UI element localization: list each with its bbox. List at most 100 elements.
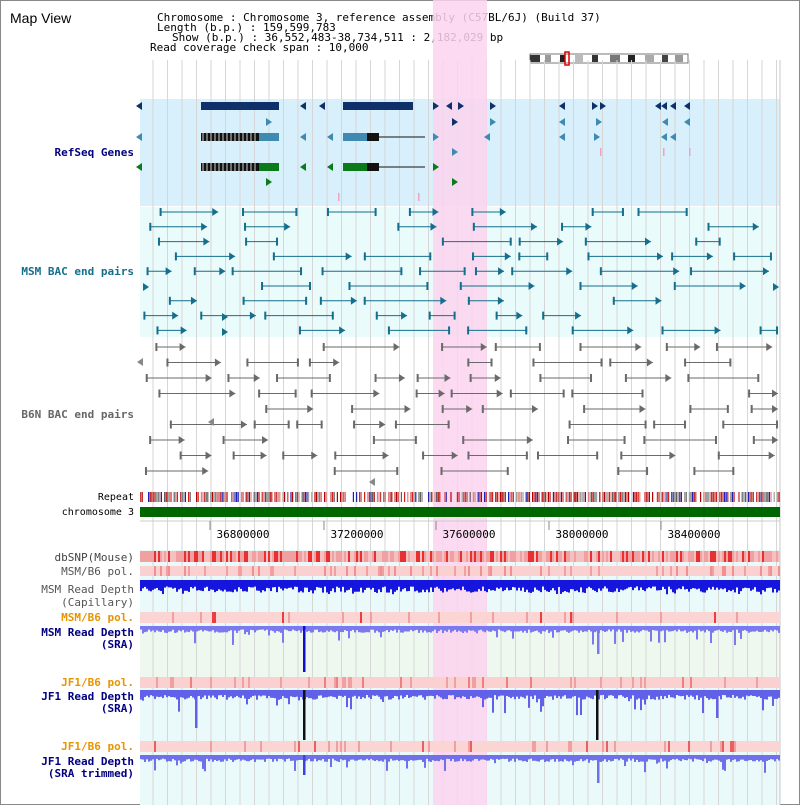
msm-pol-cell (264, 566, 266, 576)
jf1-trimmed-depth (250, 755, 252, 761)
selection-highlight[interactable] (433, 0, 487, 805)
bac-end (474, 267, 477, 276)
repeat-element (607, 492, 609, 502)
bac-end-arrow (665, 374, 672, 382)
msm-pol-cell (520, 566, 522, 576)
bac-end-arrow (284, 222, 291, 231)
msm-sra-depth (248, 626, 250, 635)
jf1-pol-cell (610, 741, 612, 752)
jf1-pol-cell (448, 677, 450, 688)
repeat-element (397, 492, 399, 502)
msm-sra-depth (560, 626, 562, 631)
msm-capillary-depth (190, 580, 192, 588)
msm-capillary-depth (378, 580, 380, 590)
jf1-trimmed-depth (464, 755, 466, 760)
msm-capillary-depth (592, 580, 594, 590)
msm-pol-cell (704, 612, 706, 623)
jf1-trimmed-depth (216, 755, 218, 762)
msm-sra-depth (426, 626, 428, 633)
jf1-trimmed-depth (274, 755, 276, 760)
msm-capillary-depth (690, 580, 692, 590)
msm-capillary-depth (584, 580, 586, 593)
msm-pol-cell (588, 566, 590, 576)
jf1-sra-depth (198, 690, 200, 696)
msm-pol-cell (260, 612, 262, 623)
msm-capillary-depth (692, 580, 694, 589)
repeat-element (591, 492, 593, 502)
msm-capillary-depth (356, 580, 358, 592)
msm-sra-depth (388, 626, 390, 633)
jf1-pol-cell (466, 741, 468, 752)
repeat-track[interactable] (140, 492, 780, 502)
gene-cds (343, 163, 367, 171)
dbsnp-cell (168, 551, 170, 562)
bac-end (348, 282, 351, 290)
gene-strand-arrow (136, 102, 142, 110)
dbsnp-cell (238, 551, 240, 562)
repeat-element (733, 492, 735, 502)
b6n-bac-track[interactable] (137, 343, 778, 486)
bac-end (272, 252, 275, 261)
msm-pol-cell (352, 612, 354, 623)
jf1-pol-cell (670, 677, 672, 688)
jf1-sra-depth (416, 690, 418, 697)
repeat-element (557, 492, 559, 502)
msm-pol-cell (278, 612, 280, 623)
gene-strand-arrow (136, 133, 142, 141)
msm-capillary-depth (222, 580, 224, 592)
jf1-pol-cell (660, 677, 662, 688)
jf1-pol-cell (552, 677, 554, 688)
chromosome-ideogram[interactable] (529, 51, 689, 66)
msm-pol-cell (268, 566, 270, 576)
jf1-trimmed-depth (228, 755, 230, 759)
msm-bac-track[interactable] (143, 208, 779, 336)
msm-pol-cell (688, 612, 690, 623)
dbsnp-cell (744, 551, 746, 562)
repeat-element (167, 492, 169, 502)
msm-pol-cell (304, 566, 306, 576)
msm-pol-cell (772, 566, 774, 576)
repeat-element (548, 492, 550, 502)
msm-pol-cell (188, 612, 190, 623)
msm-pol-cell (470, 612, 472, 623)
jf1-pol-cell (738, 741, 740, 752)
dbsnp-cell (718, 551, 720, 562)
dbsnp-cell (468, 551, 470, 562)
jf1-pol-cell (224, 677, 226, 688)
bac-end (714, 436, 717, 444)
msm-pol-cell (464, 566, 466, 576)
jf1-trimmed-depth (650, 755, 652, 760)
msm-sra-depth (644, 626, 646, 631)
msm-pol-cell (144, 566, 146, 576)
jf1-pol-cell (618, 741, 620, 752)
jf1-pol-cell (734, 677, 736, 688)
msm-pol-cell (398, 566, 400, 576)
repeat-element (512, 492, 514, 502)
msm-sra-depth (732, 626, 734, 631)
jf1-sra-depth (430, 690, 432, 696)
msm-pol-cell (234, 612, 236, 623)
repeat-element (176, 492, 178, 502)
msm-pol-cell (310, 566, 312, 576)
jf1-pol-cell (496, 741, 498, 752)
msm-sra-depth (540, 626, 542, 634)
repeat-element (420, 492, 422, 502)
jf1-sra-depth (238, 690, 240, 698)
bac-end-arrow (504, 252, 511, 261)
msm-sra-depth (350, 626, 352, 632)
msm-pol-cell (624, 566, 626, 576)
msm-sra-depth (680, 626, 682, 632)
msm-capillary-depth (202, 580, 204, 592)
jf1-pol-cell (178, 677, 180, 688)
jf1-trimmed-depth (222, 755, 224, 762)
msm-capillary-depth (626, 580, 628, 589)
msm-sra-depth (516, 626, 518, 632)
repeat-element (367, 492, 369, 502)
jf1-pol-cell (376, 741, 378, 752)
jf1-trimmed-depth (288, 755, 290, 759)
repeat-element (711, 492, 713, 502)
msm-pol-cell (706, 612, 708, 623)
msm-sra-depth (570, 626, 572, 632)
refseq-genes-track[interactable] (136, 102, 691, 201)
